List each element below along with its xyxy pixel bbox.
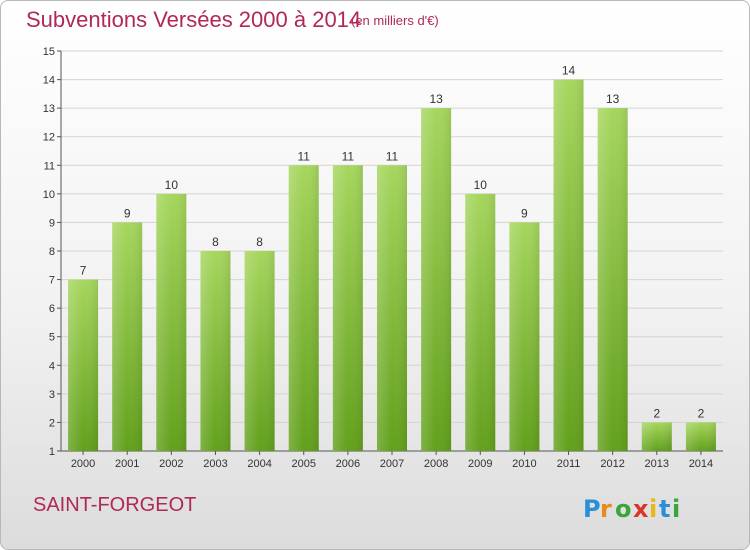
y-tick-label: 4 (49, 360, 55, 372)
bar-shade (553, 79, 584, 452)
svg-text:x: x (633, 495, 649, 523)
x-tick-label: 2013 (645, 458, 669, 470)
chart-title: Subventions Versées 2000 à 2014 (26, 7, 362, 32)
y-tick-label: 14 (43, 75, 55, 87)
data-label: 10 (165, 178, 179, 192)
y-tick-label: 10 (43, 189, 55, 201)
x-tick-label: 2009 (468, 458, 492, 470)
bar-shade (597, 108, 628, 452)
y-tick-label: 8 (49, 246, 55, 258)
y-tick-label: 5 (49, 332, 55, 344)
bar-shade (421, 108, 452, 452)
y-tick-label: 9 (49, 217, 55, 229)
x-tick-label: 2011 (557, 458, 581, 470)
svg-text:i: i (649, 495, 657, 523)
bar-shade (156, 193, 187, 451)
x-tick-label: 2007 (380, 458, 404, 470)
y-tick-label: 11 (44, 160, 55, 172)
y-tick-label: 2 (49, 417, 55, 429)
bar-shade (641, 422, 672, 451)
data-label: 8 (212, 235, 219, 249)
svg-text:o: o (615, 495, 632, 523)
y-tick-label: 15 (43, 46, 55, 58)
svg-text:r: r (600, 495, 612, 523)
x-tick-label: 2010 (512, 458, 536, 470)
chart-unit: (en milliers d'€) (351, 13, 439, 28)
x-tick-label: 2001 (115, 458, 139, 470)
data-label: 11 (297, 149, 310, 163)
data-label: 2 (653, 406, 660, 420)
bar-shade (509, 222, 540, 451)
y-tick-label: 7 (49, 275, 55, 287)
bar-shade (68, 279, 99, 451)
data-label: 10 (474, 178, 488, 192)
x-tick-label: 2008 (424, 458, 448, 470)
svg-text:t: t (659, 495, 670, 523)
bar-shade (288, 165, 319, 452)
bar-shade (112, 222, 143, 451)
bar-shade (685, 422, 716, 451)
y-tick-label: 13 (43, 103, 55, 115)
data-label: 9 (124, 206, 131, 220)
data-label: 2 (698, 406, 705, 420)
x-tick-label: 2005 (291, 458, 315, 470)
data-label: 8 (256, 235, 263, 249)
x-tick-label: 2003 (203, 458, 227, 470)
data-label: 14 (562, 64, 576, 78)
bar-shade (465, 193, 496, 451)
x-tick-label: 2006 (336, 458, 360, 470)
proxiti-logo: P r o x i t i (583, 495, 680, 523)
svg-text:P: P (583, 495, 601, 523)
data-label: 9 (521, 206, 528, 220)
y-tick-label: 3 (49, 389, 55, 401)
x-tick-label: 2002 (159, 458, 183, 470)
bar-shade (332, 165, 363, 452)
place-name: SAINT-FORGEOT (33, 494, 197, 516)
x-tick-label: 2000 (71, 458, 95, 470)
x-tick-label: 2004 (247, 458, 271, 470)
x-tick-label: 2014 (689, 458, 713, 470)
labels: 1234567891011121314157200092001102002820… (43, 46, 713, 470)
x-tick-label: 2012 (600, 458, 624, 470)
svg-text:i: i (672, 495, 680, 523)
bar-shade (200, 251, 231, 451)
y-tick-label: 1 (49, 446, 55, 458)
y-tick-label: 12 (43, 132, 55, 144)
bar-shade (244, 251, 275, 451)
bar-shade (376, 165, 408, 452)
data-label: 13 (606, 92, 620, 106)
y-tick-label: 6 (49, 303, 55, 315)
bars (68, 79, 716, 452)
data-label: 11 (342, 149, 355, 163)
data-label: 7 (80, 264, 87, 278)
data-label: 11 (386, 149, 399, 163)
data-label: 13 (429, 92, 443, 106)
